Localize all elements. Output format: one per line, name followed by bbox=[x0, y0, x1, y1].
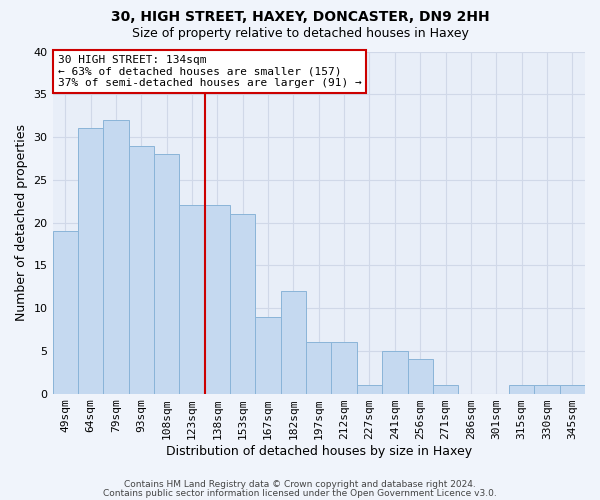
Bar bbox=[154, 154, 179, 394]
Bar bbox=[230, 214, 256, 394]
Bar bbox=[560, 385, 585, 394]
Bar bbox=[509, 385, 534, 394]
Text: Size of property relative to detached houses in Haxey: Size of property relative to detached ho… bbox=[131, 28, 469, 40]
Bar bbox=[103, 120, 128, 394]
Bar bbox=[357, 385, 382, 394]
Bar bbox=[256, 316, 281, 394]
X-axis label: Distribution of detached houses by size in Haxey: Distribution of detached houses by size … bbox=[166, 444, 472, 458]
Bar bbox=[433, 385, 458, 394]
Text: 30, HIGH STREET, HAXEY, DONCASTER, DN9 2HH: 30, HIGH STREET, HAXEY, DONCASTER, DN9 2… bbox=[110, 10, 490, 24]
Text: Contains HM Land Registry data © Crown copyright and database right 2024.: Contains HM Land Registry data © Crown c… bbox=[124, 480, 476, 489]
Bar bbox=[78, 128, 103, 394]
Bar bbox=[407, 360, 433, 394]
Text: Contains public sector information licensed under the Open Government Licence v3: Contains public sector information licen… bbox=[103, 488, 497, 498]
Bar bbox=[179, 206, 205, 394]
Text: 30 HIGH STREET: 134sqm
← 63% of detached houses are smaller (157)
37% of semi-de: 30 HIGH STREET: 134sqm ← 63% of detached… bbox=[58, 55, 362, 88]
Bar bbox=[128, 146, 154, 394]
Bar bbox=[306, 342, 331, 394]
Bar bbox=[331, 342, 357, 394]
Bar bbox=[281, 291, 306, 394]
Bar bbox=[534, 385, 560, 394]
Bar bbox=[382, 351, 407, 394]
Bar bbox=[205, 206, 230, 394]
Y-axis label: Number of detached properties: Number of detached properties bbox=[15, 124, 28, 321]
Bar bbox=[53, 231, 78, 394]
